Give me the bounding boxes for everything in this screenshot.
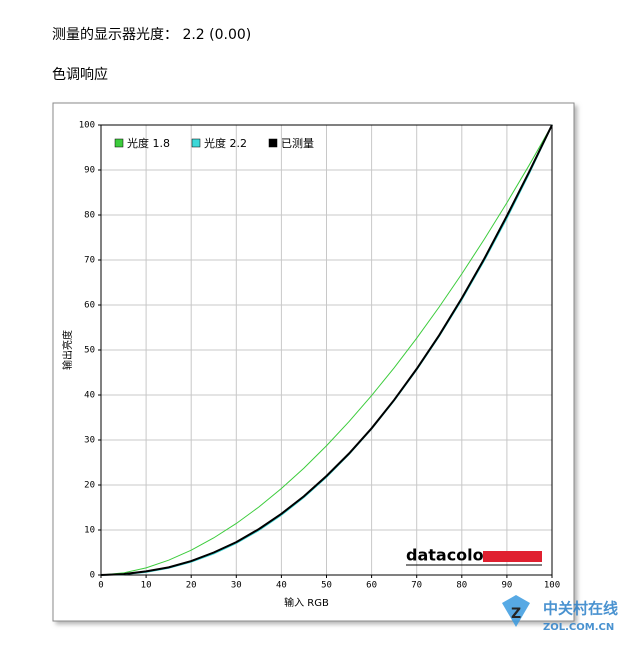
logo: datacolor: [406, 546, 492, 565]
legend-label: 已测量: [281, 137, 314, 150]
y-tick-label: 30: [84, 436, 95, 446]
chart-frame: [52, 102, 575, 622]
logo-bar: [483, 551, 542, 562]
x-tick-label: 90: [501, 581, 512, 591]
legend-label: 光度 1.8: [127, 136, 170, 150]
plot-border: [100, 124, 553, 576]
series-line: [100, 124, 553, 576]
watermark: Z 中关村在线 ZOL.COM.CN: [502, 595, 618, 633]
watermark-icon: [502, 595, 530, 627]
legend-swatch: [114, 138, 124, 148]
y-tick-label: 100: [79, 121, 95, 131]
watermark-name: 中关村在线: [543, 600, 618, 618]
y-tick-label: 70: [84, 256, 95, 266]
x-tick-label: 80: [456, 581, 467, 591]
x-tick-label: 10: [141, 581, 152, 591]
legend-swatch: [268, 138, 278, 148]
x-tick-label: 40: [276, 581, 287, 591]
x-tick-label: 100: [544, 581, 560, 591]
x-tick-label: 20: [186, 581, 197, 591]
chart: 0 10 20 30 40 50 60 70 80 90 100 0 10 20 30 40 50 60 70 80 9…: [61, 121, 560, 610]
y-tick-label: 40: [84, 391, 95, 401]
x-tick-label: 0: [98, 581, 103, 591]
x-tick-label: 50: [321, 581, 332, 591]
y-tick-label: 20: [84, 481, 95, 491]
x-tick-label: 70: [411, 581, 422, 591]
legend-label: 光度 2.2: [204, 136, 247, 150]
x-axis-label: 输入 RGB: [284, 596, 329, 609]
page-title: 测量的显示器光度： 2.2 (0.00): [52, 27, 251, 43]
y-tick-label: 80: [84, 211, 95, 221]
y-tick-label: 60: [84, 301, 95, 311]
legend-swatch: [191, 138, 201, 148]
y-tick-label: 10: [84, 526, 95, 536]
watermark-icon-letter: Z: [511, 606, 521, 622]
y-tick-label: 90: [84, 166, 95, 176]
series-line: [100, 124, 553, 576]
y-axis-label: 输出亮度: [61, 330, 74, 370]
y-tick-label: 50: [84, 346, 95, 356]
section-title: 色调响应: [52, 66, 108, 83]
x-tick-label: 60: [366, 581, 377, 591]
x-tick-label: 30: [231, 581, 242, 591]
watermark-url: ZOL.COM.CN: [543, 622, 614, 633]
y-tick-label: 0: [90, 571, 95, 581]
